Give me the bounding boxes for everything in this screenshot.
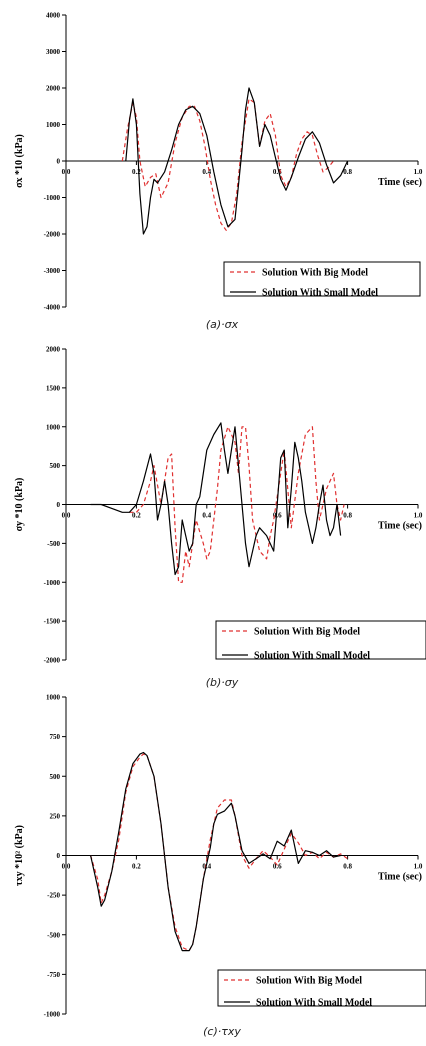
y-tick-label: -3000 [44, 267, 61, 275]
y-axis-title: σy *10 (kPa) [14, 478, 25, 532]
legend-box [215, 620, 426, 660]
y-tick-label: 0 [57, 852, 61, 860]
y-tick-label: 500 [50, 462, 61, 470]
y-tick-label: -250 [47, 892, 60, 900]
y-tick-label: 2000 [46, 346, 61, 354]
legend-label: Solution With Small Model [256, 998, 372, 1009]
x-tick-label: 0.2 [132, 512, 141, 520]
y-tick-label: 2000 [46, 85, 61, 93]
x-tick-label: 1.0 [414, 168, 423, 176]
series-line-big-model [121, 98, 334, 231]
y-tick-label: 500 [50, 773, 61, 781]
y-tick-label: -1500 [44, 618, 61, 626]
legend: Solution With Big Model Solution With Sma… [223, 261, 421, 299]
x-tick-label: 0.2 [132, 863, 141, 871]
series-line-small-model [125, 87, 349, 235]
caption-c: (c)·τxy [203, 1025, 241, 1038]
y-tick-label: 1000 [46, 694, 61, 702]
x-axis-title: Time (sec) [378, 872, 422, 883]
y-axis-title: σx *10 (kPa) [14, 134, 25, 188]
x-tick-label: 0.6 [273, 863, 282, 871]
y-tick-label: 750 [50, 733, 61, 741]
legend-label: Solution With Small Model [254, 651, 370, 662]
y-tick-label: -750 [47, 971, 60, 979]
y-tick-label: 3000 [46, 48, 61, 56]
y-tick-label: -4000 [44, 304, 61, 312]
x-tick-label: 0.8 [343, 168, 352, 176]
chart-panel-a: -4000 -3000 -2000 -1000 0 1000 2000 3000 4000 0.0… [14, 12, 423, 312]
x-tick-label: 0.2 [132, 168, 141, 176]
x-tick-label: 0.0 [62, 512, 71, 520]
y-tick-label: -2000 [44, 231, 61, 239]
caption-b: (b)·σy [206, 676, 239, 689]
x-tick-label: 0.6 [273, 168, 282, 176]
y-tick-label: -1000 [44, 194, 61, 202]
legend-box [223, 261, 421, 297]
series-line-small-model [90, 422, 342, 576]
y-tick-label: 250 [50, 812, 61, 820]
legend: Solution With Big Model Solution With Sma… [215, 620, 426, 662]
legend-label: Solution With Big Model [262, 268, 368, 279]
x-tick-label: 0.0 [62, 863, 71, 871]
legend-label: Solution With Big Model [256, 976, 362, 987]
x-tick-label: 0.4 [202, 512, 211, 520]
y-axis-title: τxy *10² (kPa) [14, 825, 25, 886]
series-line-small-model [90, 751, 341, 952]
y-tick-label: 1500 [46, 384, 61, 392]
series-line-big-model [129, 426, 345, 583]
x-axis-title: Time (sec) [378, 177, 422, 188]
x-tick-label: 0.8 [343, 512, 352, 520]
y-tick-label: 4000 [46, 12, 61, 20]
y-tick-label: 1000 [46, 121, 61, 129]
x-tick-label: 0.0 [62, 168, 71, 176]
legend-label: Solution With Small Model [262, 288, 378, 299]
x-tick-label: 0.4 [202, 168, 211, 176]
y-tick-label: -1000 [44, 1011, 61, 1019]
legend-box [217, 969, 426, 1007]
y-tick-label: -500 [47, 540, 60, 548]
y-tick-label: -500 [47, 931, 60, 939]
y-tick-label: 1000 [46, 423, 61, 431]
y-tick-label: -2000 [44, 657, 61, 665]
y-tick-label: 0 [57, 158, 61, 166]
x-tick-label: 0.4 [202, 863, 211, 871]
legend: Solution With Big Model Solution With Sma… [217, 969, 426, 1009]
caption-a: (a)·σx [206, 318, 239, 331]
x-tick-label: 0.8 [343, 863, 352, 871]
series-line-big-model [90, 753, 348, 952]
y-tick-label: 0 [57, 501, 61, 509]
chart-panel-c: -1000 -750 -500 -250 0 250 500 750 1000 0.0 0.2 0.4… [14, 694, 426, 1019]
x-axis-title: Time (sec) [378, 521, 422, 532]
y-tick-label: -1000 [44, 579, 61, 587]
x-tick-label: 0.6 [273, 512, 282, 520]
x-tick-label: 1.0 [414, 512, 423, 520]
chart-panel-b: -2000 -1500 -1000 -500 0 500 1000 1500 2000 0.0 0.… [14, 346, 426, 665]
legend-label: Solution With Big Model [254, 627, 360, 638]
x-tick-label: 1.0 [414, 863, 423, 871]
